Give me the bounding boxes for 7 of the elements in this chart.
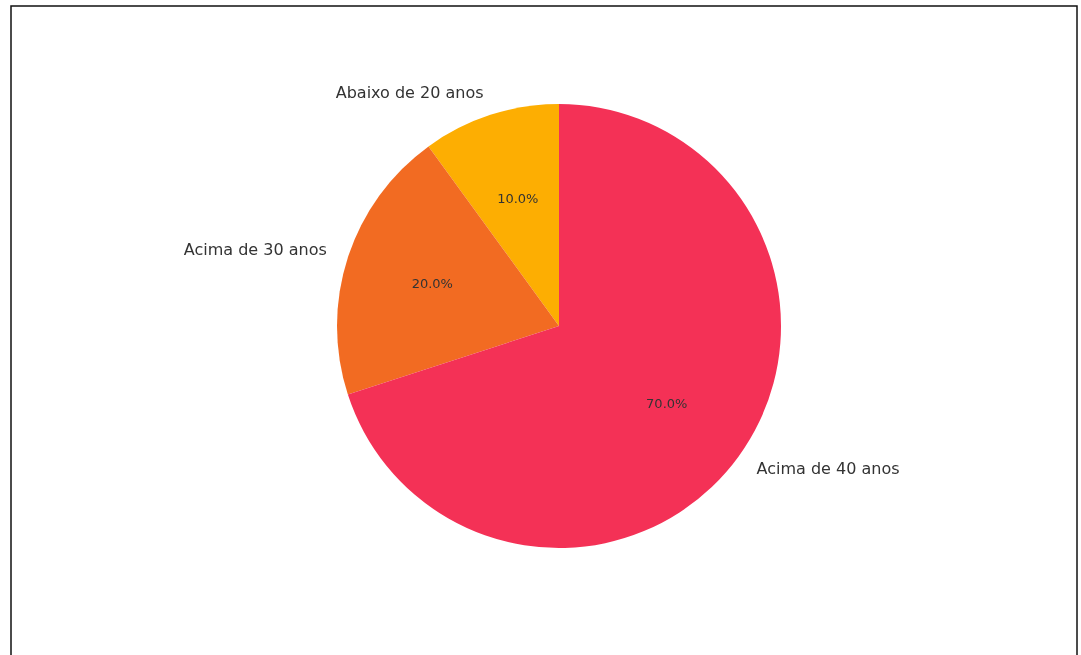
data-label: 70.0% (646, 395, 688, 411)
slice-label: Acima de 40 anos (756, 459, 900, 479)
data-label: 10.0% (497, 190, 539, 206)
slice-label: Abaixo de 20 anos (335, 83, 484, 103)
data-label: 20.0% (411, 276, 453, 292)
slice-label: Acima de 30 anos (183, 240, 327, 260)
pie-slice (337, 146, 559, 395)
